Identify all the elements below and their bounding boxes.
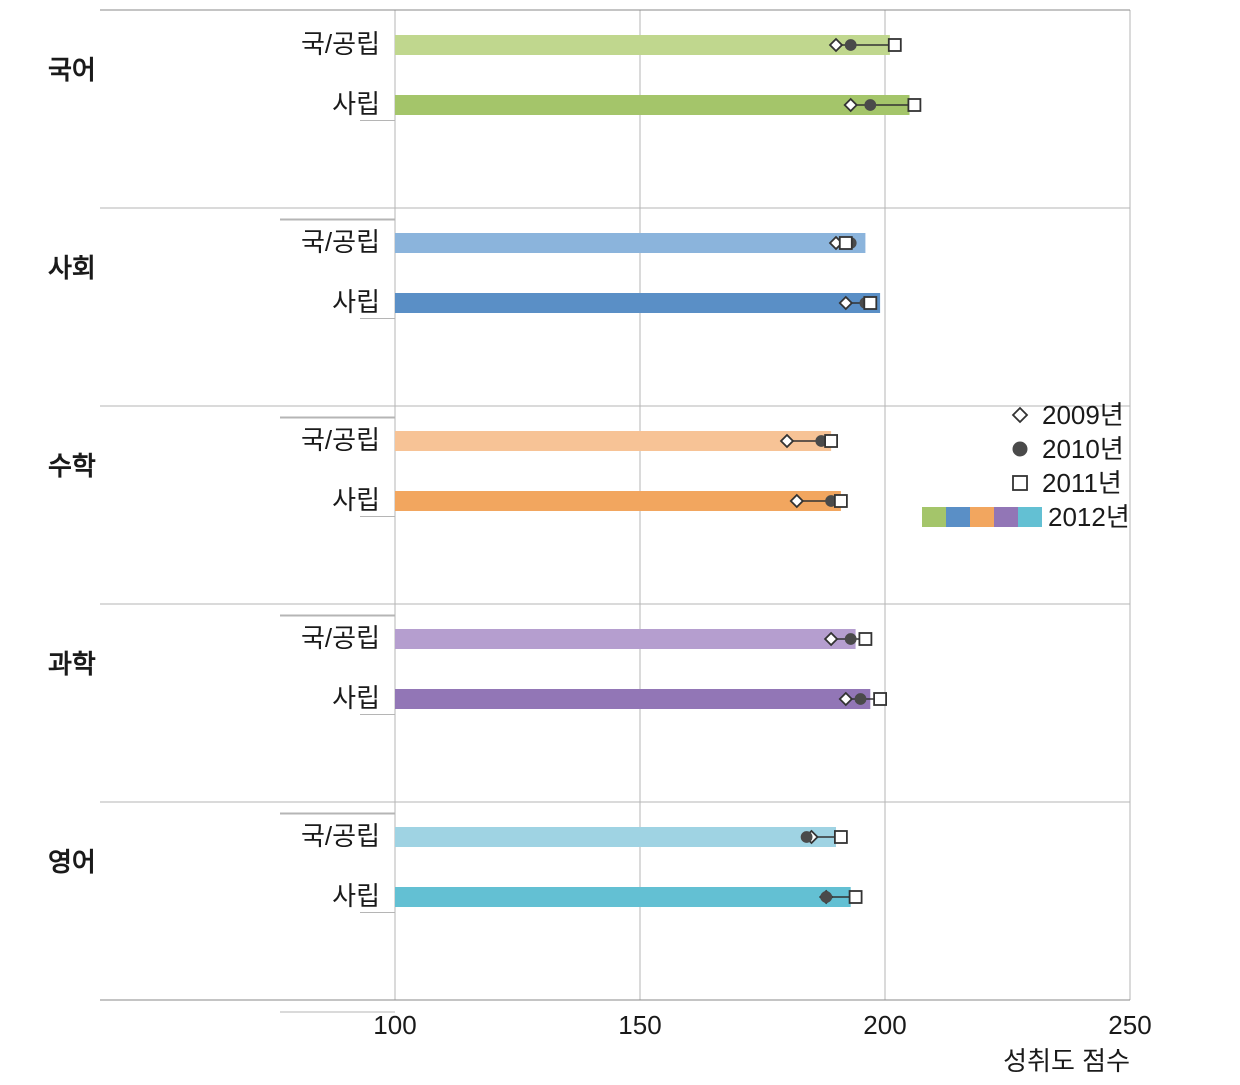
- row-label: 국/공립: [301, 29, 380, 59]
- marker-2010: [845, 634, 856, 645]
- legend-swatch: [994, 507, 1018, 527]
- marker-2011: [859, 633, 871, 645]
- marker-2011: [840, 237, 852, 249]
- marker-2011: [874, 693, 886, 705]
- value-bar: [395, 233, 865, 253]
- value-bar: [395, 95, 910, 115]
- legend-swatch: [970, 507, 994, 527]
- marker-2011: [864, 297, 876, 309]
- marker-2011: [835, 495, 847, 507]
- legend-swatch: [1018, 507, 1042, 527]
- row-label: 국/공립: [301, 425, 380, 455]
- marker-2011: [908, 99, 920, 111]
- subject-label: 수학: [48, 451, 96, 481]
- marker-2010: [845, 40, 856, 51]
- marker-2010: [865, 100, 876, 111]
- row-label: 국/공립: [301, 623, 380, 653]
- legend-label: 2011년: [1042, 468, 1122, 498]
- value-bar: [395, 689, 870, 709]
- x-tick-label: 150: [618, 1010, 661, 1040]
- legend-swatch: [946, 507, 970, 527]
- row-label: 사립: [332, 881, 380, 911]
- value-bar: [395, 491, 841, 511]
- marker-2010: [801, 832, 812, 843]
- value-bar: [395, 887, 851, 907]
- x-tick-label: 200: [863, 1010, 906, 1040]
- subject-label: 국어: [48, 55, 96, 85]
- legend-label: 2012년: [1048, 502, 1130, 532]
- subject-label: 사회: [48, 253, 96, 283]
- row-label: 사립: [332, 485, 380, 515]
- value-bar: [395, 293, 880, 313]
- row-label: 사립: [332, 89, 380, 119]
- legend-label: 2009년: [1042, 400, 1124, 430]
- row-label: 사립: [332, 683, 380, 713]
- value-bar: [395, 431, 831, 451]
- marker-2010: [821, 892, 832, 903]
- legend-swatch: [922, 507, 946, 527]
- subject-label: 영어: [48, 847, 96, 877]
- x-axis-title: 성취도 점수: [1003, 1046, 1130, 1076]
- value-bar: [395, 629, 856, 649]
- x-tick-label: 250: [1108, 1010, 1151, 1040]
- legend-label: 2010년: [1042, 434, 1124, 464]
- row-label: 국/공립: [301, 227, 380, 257]
- legend-diamond-icon: [1013, 408, 1027, 422]
- marker-2011: [889, 39, 901, 51]
- marker-2011: [825, 435, 837, 447]
- row-label: 국/공립: [301, 821, 380, 851]
- legend-square-icon: [1013, 476, 1027, 490]
- row-label: 사립: [332, 287, 380, 317]
- marker-2011: [850, 891, 862, 903]
- subject-label: 과학: [48, 649, 96, 679]
- value-bar: [395, 35, 890, 55]
- x-tick-label: 100: [373, 1010, 416, 1040]
- marker-2011: [835, 831, 847, 843]
- value-bar: [395, 827, 836, 847]
- legend-circle-icon: [1013, 442, 1027, 456]
- marker-2010: [855, 694, 866, 705]
